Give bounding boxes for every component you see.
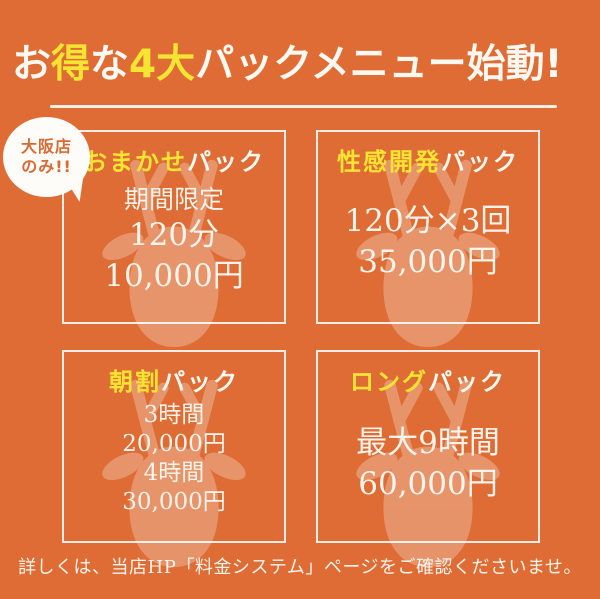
pack-details: 3時間 20,000円 4時間 30,000円 [64, 401, 284, 517]
pack-details: 最大9時間 60,000円 [318, 423, 538, 505]
pack-title: 性感開発パック [318, 142, 538, 177]
title-segment-highlight: 得 [51, 42, 91, 87]
pack-title-highlight: 性感開発 [337, 148, 441, 176]
footer-note: 詳しくは、当店HP「料金システム」ページをご確認くださいませ。 [18, 557, 582, 578]
pack-title-rest: パック [428, 368, 506, 396]
pack-detail-line: 10,000円 [104, 258, 244, 294]
title-underline [50, 105, 557, 108]
title-segment-highlight: 4大 [129, 42, 196, 87]
pack-detail-line: 20,000円 [122, 431, 226, 457]
pack-title-highlight: ロング [350, 368, 428, 396]
page-title: お得な4大パックメニュー始動! [12, 33, 562, 89]
pack-detail-line: 30,000円 [122, 489, 226, 515]
pack-card-seikan-kaihatsu: 性感開発パック 120分×3回 35,000円 [316, 130, 540, 324]
pack-title-rest: パック [161, 368, 239, 396]
pack-title-rest: パック [187, 148, 265, 176]
badge-text-line1: 大阪店 [20, 137, 72, 156]
pack-detail-line: 最大9時間 [356, 425, 500, 461]
title-segment: な [90, 42, 130, 87]
pack-card-long: ロングパック 最大9時間 60,000円 [316, 350, 540, 543]
pack-detail-line: 120分 [128, 217, 220, 253]
pack-title: 朝割パック [64, 362, 284, 397]
title-segment: パックメニュー始動! [195, 42, 563, 87]
pack-details: 120分×3回 35,000円 [318, 201, 538, 283]
pack-title: ロングパック [318, 362, 538, 397]
pack-title: おまかせパック [64, 142, 284, 177]
pack-detail-line: 120分×3回 [344, 203, 512, 239]
pack-title-highlight: 朝割 [109, 368, 161, 396]
pack-card-asawari: 朝割パック 3時間 20,000円 4時間 30,000円 [62, 350, 286, 543]
pack-detail-line: 4時間 [143, 460, 205, 486]
pack-title-highlight: おまかせ [83, 148, 187, 176]
title-segment: お [12, 42, 52, 87]
pack-detail-line: 35,000円 [358, 244, 498, 280]
osaka-only-badge: 大阪店 のみ!! [3, 117, 90, 197]
pack-detail-line: 60,000円 [358, 466, 498, 502]
pack-title-rest: パック [441, 148, 519, 176]
badge-text-line2: のみ!! [21, 157, 72, 176]
pack-card-omakase: おまかせパック 期間限定 120分 10,000円 [62, 130, 286, 324]
pack-detail-line: 期間限定 [123, 185, 224, 214]
pack-detail-line: 3時間 [143, 402, 205, 428]
pack-details: 期間限定 120分 10,000円 [64, 184, 284, 297]
